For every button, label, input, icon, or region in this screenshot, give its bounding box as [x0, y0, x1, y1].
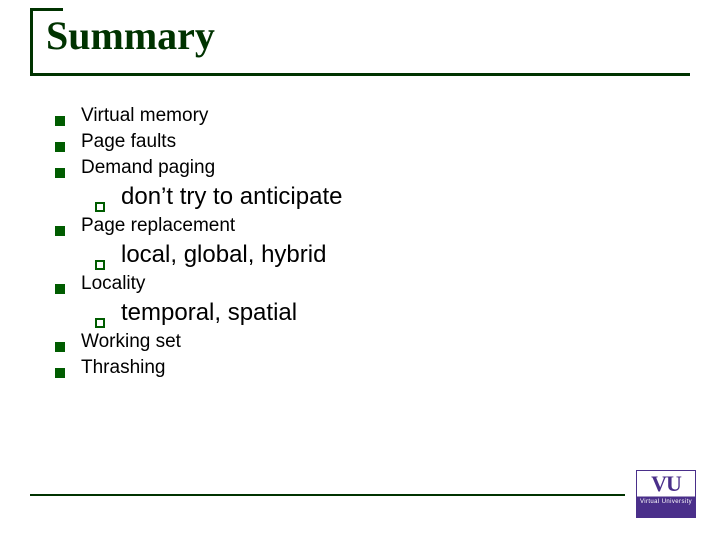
bullet-outline-square-icon — [95, 202, 105, 212]
bullet-square-icon — [55, 116, 65, 126]
list-item: Working set — [55, 331, 655, 353]
list-subitem: local, global, hybrid — [95, 241, 655, 269]
list-item-text: Page replacement — [81, 215, 235, 237]
list-subitem: don’t try to anticipate — [95, 183, 655, 211]
list-subitem-text: temporal, spatial — [121, 299, 297, 327]
list-item-text: Virtual memory — [81, 105, 208, 127]
slide-title: Summary — [38, 14, 682, 58]
slide-body: Virtual memory Page faults Demand paging… — [55, 105, 655, 383]
bullet-square-icon — [55, 368, 65, 378]
list-subitem-text: don’t try to anticipate — [121, 183, 342, 211]
bullet-square-icon — [55, 342, 65, 352]
logo-initials: VU — [637, 471, 695, 497]
list-item: Page faults — [55, 131, 655, 153]
bullet-outline-square-icon — [95, 260, 105, 270]
list-item-text: Working set — [81, 331, 181, 353]
list-item-text: Demand paging — [81, 157, 215, 179]
list-item: Virtual memory — [55, 105, 655, 127]
bullet-square-icon — [55, 142, 65, 152]
list-subitem: temporal, spatial — [95, 299, 655, 327]
title-border-left — [30, 8, 33, 76]
title-container: Summary — [30, 8, 690, 76]
list-item: Page replacement — [55, 215, 655, 237]
list-subitem-text: local, global, hybrid — [121, 241, 326, 269]
list-item: Locality — [55, 273, 655, 295]
bullet-outline-square-icon — [95, 318, 105, 328]
bullet-square-icon — [55, 284, 65, 294]
title-border-bottom — [30, 73, 690, 76]
title-border-top — [33, 8, 63, 11]
list-item: Demand paging — [55, 157, 655, 179]
bullet-square-icon — [55, 226, 65, 236]
list-item-text: Thrashing — [81, 357, 166, 379]
list-item-text: Locality — [81, 273, 145, 295]
list-item-text: Page faults — [81, 131, 176, 153]
list-item: Thrashing — [55, 357, 655, 379]
vu-logo: VU Virtual University — [636, 470, 696, 518]
footer-divider — [30, 494, 625, 496]
slide: Summary Virtual memory Page faults Deman… — [0, 0, 720, 540]
logo-subtitle: Virtual University — [637, 497, 695, 507]
bullet-square-icon — [55, 168, 65, 178]
